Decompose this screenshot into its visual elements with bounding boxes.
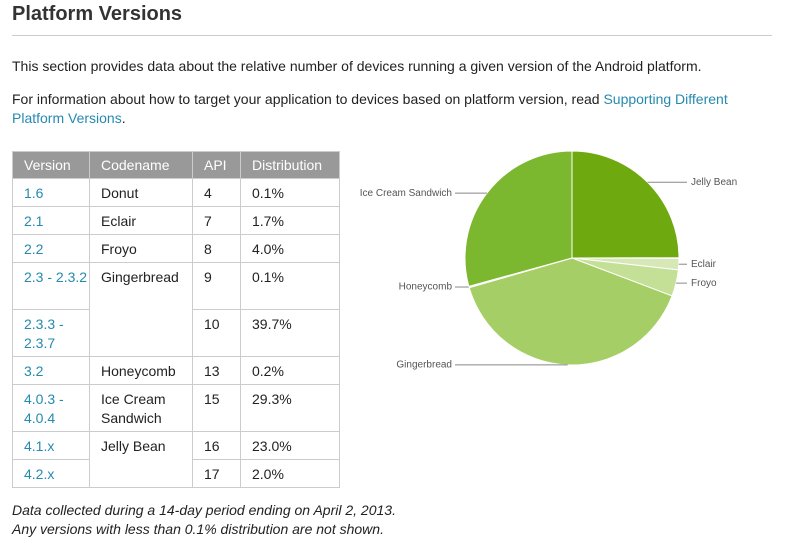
slice-label: Eclair	[691, 259, 717, 270]
info-end: .	[121, 110, 126, 126]
versions-table: Version Codename API Distribution 1.6 Donut 4…	[12, 151, 340, 488]
page-title: Platform Versions	[12, 3, 183, 25]
codename-cell: Froyo	[89, 234, 193, 263]
api-cell: 9	[192, 262, 241, 310]
version-link[interactable]: 4.1.x	[24, 438, 55, 454]
version-link[interactable]: 3.2	[24, 363, 44, 379]
distribution-cell: 0.2%	[240, 356, 340, 385]
table-row: 4.0.3 - 4.0.4 Ice Cream Sandwich 15 29.3%	[12, 384, 340, 432]
codename-cell: Jelly Bean	[89, 431, 193, 488]
version-link[interactable]: 4.0.3 - 4.0.4	[24, 391, 64, 426]
header-row: Version Codename API Distribution	[12, 151, 340, 179]
info: For information about how to target your…	[12, 90, 762, 128]
pie-slice	[571, 150, 680, 259]
api-cell: 17	[192, 459, 241, 488]
version-cell: 2.2	[12, 234, 90, 263]
column-header: API	[192, 151, 241, 179]
version-cell: 4.1.x	[12, 431, 90, 460]
slice-label: Froyo	[691, 278, 717, 289]
table-row: 2.3 - 2.3.2 Gingerbread 9 0.1%	[12, 262, 340, 357]
version-link[interactable]: 2.3 - 2.3.2	[24, 269, 88, 285]
slice-label: Jelly Bean	[691, 177, 737, 188]
slice-label: Gingerbread	[396, 360, 452, 371]
info-text: For information about how to target your…	[12, 91, 604, 107]
table-row: 2.1 Eclair 7 1.7%	[12, 206, 340, 235]
codename-cell: Eclair	[89, 206, 193, 235]
api-cell: 4	[192, 178, 241, 207]
column-header: Version	[12, 151, 90, 179]
column-header: Codename	[89, 151, 193, 179]
pie-chart: Jelly Bean Eclair Froyo Gingerbread Honeycom…	[360, 150, 737, 371]
table-row: 2.3.3 - 2.3.7 10 39.7%	[12, 309, 340, 357]
version-cell: 1.6	[12, 178, 90, 207]
codename-cell: Gingerbread	[89, 262, 193, 357]
pie-slice	[464, 150, 573, 287]
distribution-cell: 0.1%	[240, 262, 340, 310]
api-cell: 8	[192, 234, 241, 263]
table-row: 1.6 Donut 4 0.1%	[12, 178, 340, 207]
version-link[interactable]: 2.3.3 - 2.3.7	[24, 316, 64, 351]
version-link[interactable]: 2.1	[24, 213, 44, 229]
distribution-cell: 1.7%	[240, 206, 340, 235]
api-cell: 10	[192, 309, 241, 357]
version-link[interactable]: 1.6	[24, 185, 44, 201]
footnote: Data collected during a 14-day period en…	[12, 501, 396, 539]
slice-label: Honeycomb	[399, 282, 453, 293]
slice-label: Ice Cream Sandwich	[360, 188, 452, 199]
version-link[interactable]: 4.2.x	[24, 466, 55, 482]
title-rule	[12, 35, 772, 36]
version-cell: 4.2.x	[12, 459, 90, 488]
table-row: 4.1.x Jelly Bean 16 23.0%	[12, 431, 340, 488]
table-row: 2.2 Froyo 8 4.0%	[12, 234, 340, 263]
distribution-cell: 39.7%	[240, 309, 340, 357]
api-cell: 15	[192, 384, 241, 432]
codename-cell: Donut	[89, 178, 193, 207]
distribution-cell: 2.0%	[240, 459, 340, 488]
footnote-line: Any versions with less than 0.1% distrib…	[12, 521, 384, 537]
api-cell: 7	[192, 206, 241, 235]
version-cell: 4.0.3 - 4.0.4	[12, 384, 90, 432]
version-cell: 2.3 - 2.3.2	[12, 262, 90, 310]
info-link[interactable]: Supporting Different Platform Versions	[12, 91, 728, 126]
column-header: Distribution	[240, 151, 340, 179]
distribution-cell: 29.3%	[240, 384, 340, 432]
table-row: 3.2 Honeycomb 13 0.2%	[12, 356, 340, 385]
distribution-cell: 23.0%	[240, 431, 340, 460]
table-row: 4.2.x 17 2.0%	[12, 459, 340, 488]
footnote-line: Data collected during a 14-day period en…	[12, 502, 396, 518]
api-cell: 16	[192, 431, 241, 460]
api-cell: 13	[192, 356, 241, 385]
version-cell: 2.1	[12, 206, 90, 235]
distribution-cell: 0.1%	[240, 178, 340, 207]
version-cell: 2.3.3 - 2.3.7	[12, 309, 90, 357]
version-cell: 3.2	[12, 356, 90, 385]
codename-cell: Honeycomb	[89, 356, 193, 385]
intro: This section provides data about the rel…	[12, 58, 702, 74]
version-link[interactable]: 2.2	[24, 241, 44, 257]
codename-cell: Ice Cream Sandwich	[89, 384, 193, 432]
distribution-cell: 4.0%	[240, 234, 340, 263]
